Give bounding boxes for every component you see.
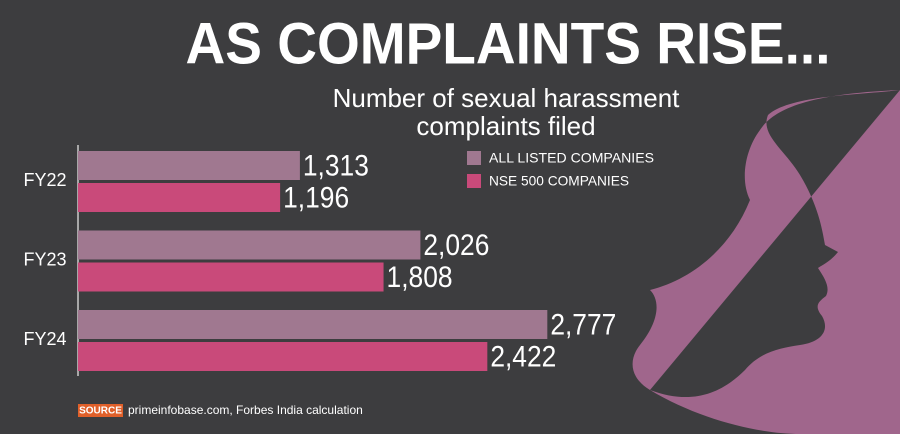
value-label: 1,808 xyxy=(387,261,453,294)
bar xyxy=(78,151,300,180)
value-label: 1,196 xyxy=(283,181,349,214)
y-tick-label: FY24 xyxy=(23,329,66,349)
bar xyxy=(78,310,548,339)
y-tick-label: FY22 xyxy=(23,170,66,190)
face-silhouette xyxy=(632,90,900,434)
value-label: 1,313 xyxy=(303,149,369,182)
chart-subtitle: complaints filed xyxy=(416,111,595,141)
legend-swatch xyxy=(467,151,481,165)
bar xyxy=(78,262,384,292)
chart-title: AS COMPLAINTS RISE... xyxy=(186,11,831,76)
value-label: 2,422 xyxy=(490,340,556,373)
bar xyxy=(78,183,281,212)
bar xyxy=(78,342,488,371)
source-label: SOURCE xyxy=(79,406,122,417)
legend-swatch xyxy=(467,174,481,188)
bar xyxy=(78,230,421,260)
source-text: primeinfobase.com, Forbes India calculat… xyxy=(128,403,363,417)
value-label: 2,777 xyxy=(550,308,616,341)
value-label: 2,026 xyxy=(423,229,489,262)
legend-label: NSE 500 COMPANIES xyxy=(489,173,629,189)
y-tick-label: FY23 xyxy=(23,249,66,269)
chart-subtitle: Number of sexual harassment xyxy=(333,83,681,113)
source-badge xyxy=(78,404,123,417)
legend-label: ALL LISTED COMPANIES xyxy=(489,150,654,166)
